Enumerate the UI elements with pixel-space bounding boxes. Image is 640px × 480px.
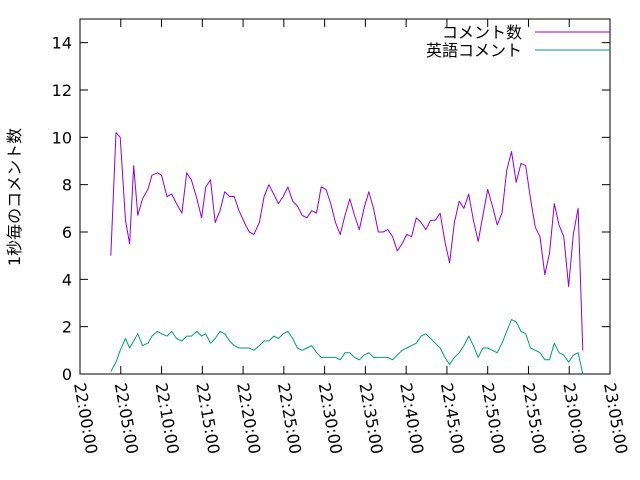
y-tick-label: 6 [62, 223, 72, 242]
x-tick-label: 22:40:00 [396, 381, 427, 455]
x-tick-label: 22:10:00 [152, 381, 183, 455]
x-tick-label: 22:55:00 [519, 381, 550, 455]
x-tick-label: 22:25:00 [274, 381, 305, 455]
y-tick-label: 2 [62, 318, 72, 337]
series-line-2 [110, 319, 584, 375]
y-tick-label: 4 [62, 270, 72, 289]
x-tick-label: 22:30:00 [315, 381, 346, 455]
y-tick-label: 14 [52, 34, 72, 53]
x-tick-label: 22:45:00 [437, 381, 468, 455]
y-axis: 0 2 4 6 8 10 12 14 [52, 34, 610, 384]
x-tick-label: 22:00:00 [70, 381, 101, 455]
x-tick-label: 23:00:00 [559, 381, 590, 455]
legend-label-2: 英語コメント [426, 41, 522, 60]
y-axis-label: 1秒毎のコメント数 [5, 128, 24, 266]
x-tick-label: 22:05:00 [111, 381, 142, 455]
x-tick-label: 22:35:00 [355, 381, 386, 455]
y-tick-label: 8 [62, 176, 72, 195]
series-line-1 [110, 132, 584, 351]
x-axis: 22:00:00 22:05:00 22:10:00 22:15:00 22:20:00… [70, 19, 631, 455]
y-tick-label: 12 [52, 81, 72, 100]
legend-label-1: コメント数 [442, 23, 522, 42]
series-layer [110, 132, 584, 375]
y-tick-label: 10 [52, 128, 72, 147]
x-tick-label: 22:20:00 [233, 381, 264, 455]
x-tick-label: 23:05:00 [600, 381, 631, 455]
plot-frame [79, 18, 611, 375]
x-tick-label: 22:50:00 [478, 381, 509, 455]
y-tick-label: 0 [62, 365, 72, 384]
x-tick-label: 22:15:00 [192, 381, 223, 455]
